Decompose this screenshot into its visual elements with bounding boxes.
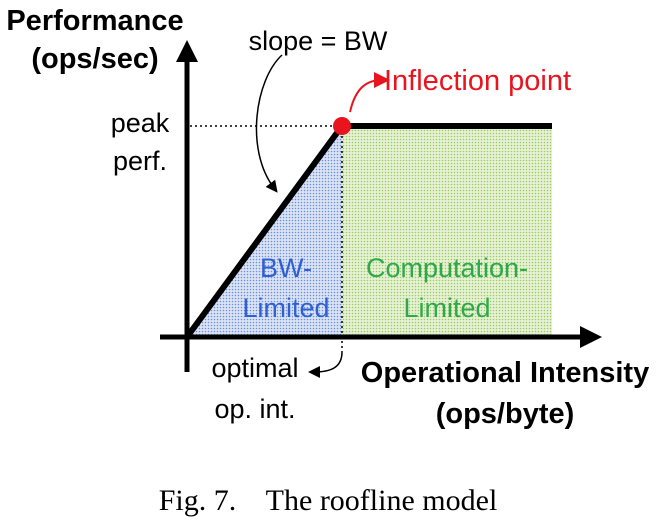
inflection-point-marker (333, 117, 351, 135)
y-axis-arrowhead (176, 40, 198, 62)
x-axis-label-line1: Operational Intensity (361, 357, 649, 389)
inflection-label: Inflection point (384, 65, 571, 97)
optimal-arrow (308, 351, 343, 378)
y-axis-label-line2: (ops/sec) (31, 43, 158, 75)
peak-label-line2: perf. (113, 146, 167, 176)
inflection-arrow (349, 72, 390, 113)
compute-limited-region (342, 126, 552, 337)
x-axis-arrowhead (580, 326, 602, 348)
figure-caption: Fig. 7. The roofline model (159, 484, 498, 517)
compute-limited-label-line1: Computation- (366, 253, 528, 283)
compute-limited-label-line2: Limited (403, 293, 490, 323)
bw-limited-label-line2: Limited (242, 293, 329, 323)
optimal-label-line2: op. int. (214, 394, 295, 424)
bw-limited-label-line1: BW- (260, 253, 312, 283)
y-axis-label-line1: Performance (6, 5, 183, 37)
slope-arrow (255, 54, 283, 193)
optimal-label-line1: optimal (211, 353, 298, 383)
peak-label-line1: peak (111, 108, 170, 138)
x-axis-label-line2: (ops/byte) (436, 398, 575, 430)
slope-label: slope = BW (249, 26, 388, 56)
